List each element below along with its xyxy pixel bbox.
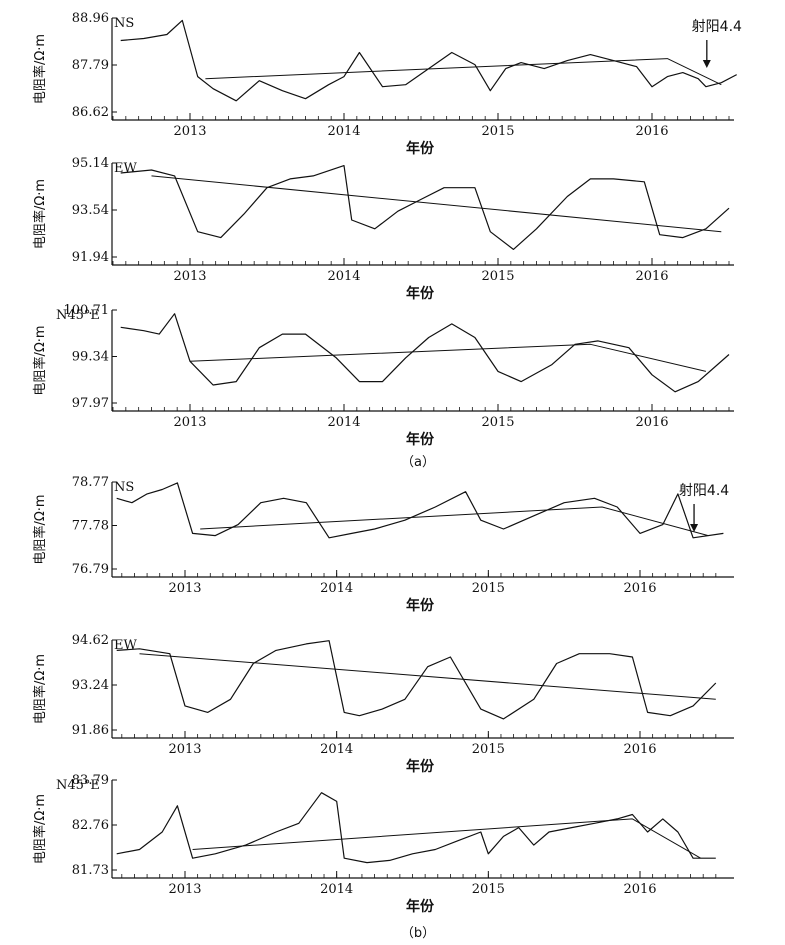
y-tick-label: 77.78 <box>72 519 109 534</box>
y-tick-label: 78.77 <box>72 475 109 490</box>
x-tick-label: 2016 <box>623 742 656 757</box>
y-tick-label: 91.94 <box>72 250 109 265</box>
y-tick-label: 86.62 <box>72 105 109 120</box>
x-tick-label: 2015 <box>481 269 514 284</box>
x-tick-label: 2014 <box>327 269 360 284</box>
x-tick-label: 2014 <box>327 415 360 430</box>
chart-panel-b-2: 2013 2014 2015 201694.6293.2491.86EW电阻率/Ω·m… <box>32 633 734 775</box>
x-tick-label: 2016 <box>635 269 668 284</box>
y-tick-label: 95.14 <box>72 156 109 171</box>
chart-panel-a-1: 2013 2014 2015 2016 88.96 87.79 86.62 NS 电阻率/Ω·m… <box>32 11 742 157</box>
x-axis-label: 年份 <box>406 431 435 448</box>
x-tick-label: 2015 <box>472 742 505 757</box>
x-tick-label: 2014 <box>320 882 353 897</box>
annotation-arrow-head <box>702 60 711 68</box>
x-tick-label: 2014 <box>327 124 360 139</box>
trend-line <box>200 506 709 537</box>
x-tick-label: 2013 <box>173 269 206 284</box>
y-axis-label: 电阻率/Ω·m <box>32 494 48 564</box>
component-label: N45°E <box>56 778 100 793</box>
resistivity-series-line <box>116 792 716 864</box>
chart-panel-a-3: 2013 2014 2015 2016 100.71 99.34 97.97 N45°E 电阻率… <box>32 303 734 448</box>
y-tick-label: 99.34 <box>72 350 109 365</box>
x-axis-label: 年份 <box>406 898 435 915</box>
x-tick-label: 2015 <box>472 882 505 897</box>
x-tick-label: 2015 <box>472 581 505 596</box>
y-tick-label: 93.24 <box>72 678 109 693</box>
x-tick-label: 2013 <box>173 415 206 430</box>
component-label: EW <box>114 161 137 176</box>
x-axis-label: 年份 <box>406 597 435 614</box>
y-axis-label: 电阻率/Ω·m <box>32 179 48 249</box>
x-tick-label: 2016 <box>623 882 656 897</box>
component-label: NS <box>114 16 134 31</box>
y-axis-label: 电阻率/Ω·m <box>32 34 48 104</box>
x-tick-label: 2013 <box>173 124 206 139</box>
y-tick-label: 100.71 <box>64 303 110 318</box>
y-tick-label: 76.79 <box>72 562 109 577</box>
y-tick-label: 91.86 <box>72 723 109 738</box>
panel-label-b: （b） <box>401 926 435 941</box>
x-tick-label: 2013 <box>168 581 201 596</box>
x-tick-label: 2016 <box>623 581 656 596</box>
component-label: N45°E <box>56 308 100 323</box>
y-tick-label: 97.97 <box>72 396 109 411</box>
x-tick-label: 2015 <box>481 124 514 139</box>
x-axis-label: 年份 <box>406 758 435 775</box>
resistivity-series-line <box>116 640 717 720</box>
y-tick-label: 83.79 <box>72 773 109 788</box>
y-tick-label: 87.79 <box>72 58 109 73</box>
y-tick-label: 81.73 <box>72 863 109 878</box>
panel-label-a: （a） <box>401 455 435 470</box>
trend-line <box>192 818 701 859</box>
x-axis-label: 年份 <box>406 140 435 157</box>
x-tick-label: 2014 <box>320 581 353 596</box>
y-tick-label: 94.62 <box>72 633 109 648</box>
y-tick-label: 82.76 <box>72 818 109 833</box>
trend-line <box>189 343 707 372</box>
trend-line <box>205 58 722 86</box>
component-label: NS <box>114 480 134 495</box>
y-axis-label: 电阻率/Ω·m <box>32 654 48 724</box>
y-tick-label: 93.54 <box>72 203 109 218</box>
y-tick-label: 88.96 <box>72 11 109 26</box>
annotation-label: 射阳4.4 <box>692 19 742 35</box>
x-tick-label: 2013 <box>168 742 201 757</box>
x-tick-label: 2015 <box>481 415 514 430</box>
trend-line <box>151 175 722 233</box>
chart-panel-b-1: 2013 2014 2015 2016 78.77 77.78 76.79 NS 电阻率/Ω·m… <box>32 475 734 614</box>
chart-panel-a-2: 2013 2014 2015 2016 95.14 93.54 91.94 EW 电阻率/Ω·m… <box>32 156 734 302</box>
x-tick-label: 2014 <box>320 742 353 757</box>
trend-line <box>139 653 716 700</box>
annotation-arrow-head <box>690 524 699 532</box>
y-axis-label: 电阻率/Ω·m <box>32 325 48 395</box>
resistivity-series-line <box>120 165 730 250</box>
annotation-label: 射阳4.4 <box>679 483 729 499</box>
chart-panel-b-3: 2013 2014 2015 2016 83.79 82.76 81.73 N45°E 电阻率/… <box>32 773 734 915</box>
y-axis-label: 电阻率/Ω·m <box>32 794 48 864</box>
x-axis-label: 年份 <box>406 285 435 302</box>
x-tick-label: 2013 <box>168 882 201 897</box>
resistivity-series-line <box>120 19 737 102</box>
resistivity-series-line <box>116 482 724 539</box>
x-tick-label: 2016 <box>635 415 668 430</box>
resistivity-series-line <box>120 313 730 393</box>
x-tick-label: 2016 <box>635 124 668 139</box>
